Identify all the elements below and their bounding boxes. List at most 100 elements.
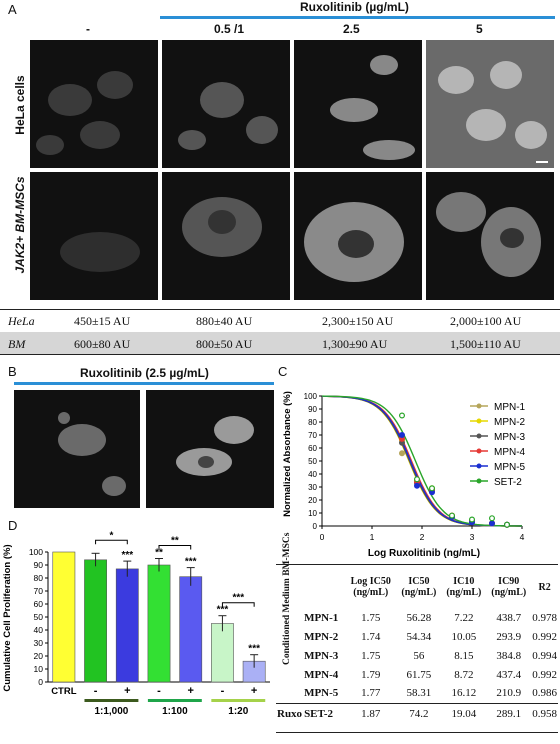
ic-cell: 293.9 — [496, 630, 522, 643]
c-legend-label: MPN-4 — [494, 447, 526, 458]
micrograph-bm-ctrl — [30, 172, 158, 300]
ic-cell: 1.75 — [361, 611, 381, 624]
c-xtick-label: 4 — [520, 532, 525, 542]
bm-val-3: 1,500±110 AU — [450, 337, 521, 351]
drug-header: Ruxolitinib (µg/mL) — [300, 0, 409, 14]
c-xtick-label: 2 — [420, 532, 425, 542]
c-ytick-label: 40 — [308, 470, 317, 479]
ic-cell: 384.8 — [496, 649, 522, 662]
c-curve-mpn-2 — [321, 395, 522, 527]
d-sig: *** — [185, 557, 197, 568]
c-legend-label: MPN-1 — [494, 402, 526, 413]
col-header-3: 5 — [476, 22, 483, 36]
c-curve-mpn-1 — [322, 395, 522, 527]
ic-cell: 7.22 — [454, 611, 474, 624]
c-point-set-2 — [398, 412, 405, 419]
c-curve-mpn-4 — [322, 395, 522, 527]
d-ytick-label: 80 — [34, 573, 44, 583]
hela-val-3: 2,000±100 AU — [450, 314, 522, 328]
ic-cell: 58.31 — [406, 687, 432, 700]
ic-head-4: R2 — [538, 581, 551, 593]
c-legend-marker — [476, 463, 482, 469]
c-legend-label: SET-2 — [494, 477, 522, 488]
c-legend-label: MPN-3 — [494, 432, 526, 443]
c-xtick-label: 0 — [320, 532, 325, 542]
d-group-bar — [147, 699, 202, 702]
d-cat-label: + — [124, 685, 130, 697]
d-group-label: 1:100 — [162, 706, 188, 717]
c-legend-label: MPN-5 — [494, 462, 526, 473]
ic-row-name: MPN-3 — [304, 649, 339, 662]
ic-table: Log IC50 (ng/mL) IC50 (ng/mL) IC10 (ng/m… — [276, 532, 558, 725]
d-ytick-label: 40 — [34, 625, 44, 635]
ic-cell: 289.1 — [496, 708, 522, 721]
chart-c-ylabel: Normalized Absorbance (%) — [282, 391, 293, 517]
panel-d-label: D — [8, 518, 18, 533]
ic-cell: 1.79 — [361, 668, 381, 681]
ic-cell: 1.75 — [361, 649, 381, 662]
chart-c-axes: 0 10 20 30 40 50 60 70 80 90 100 0 1 2 3 4 — [304, 392, 525, 542]
ic-cell: 0.978 — [532, 611, 557, 624]
ic-cell: 8.15 — [454, 649, 474, 662]
d-bar — [52, 551, 76, 683]
ic-cell: 56 — [413, 649, 425, 662]
table-row-bm-name: BM — [8, 337, 26, 351]
c-ytick-label: 20 — [308, 496, 317, 505]
panel-c-label: C — [278, 364, 288, 379]
c-point-mpn-5 — [398, 431, 405, 438]
micrograph-hela-ctrl — [30, 40, 158, 168]
d-sig: *** — [217, 605, 229, 616]
col-header-1: 0.5 /1 — [214, 22, 245, 36]
col-header-0: - — [86, 22, 90, 36]
ic-cell: 210.9 — [496, 687, 522, 700]
micrograph-b-2 — [146, 390, 274, 508]
ic-cell: 54.34 — [406, 630, 432, 643]
ic-head-2: IC10 (ng/mL) — [446, 576, 482, 598]
bm-val-0: 600±80 AU — [74, 337, 131, 351]
d-ytick-label: 0 — [38, 677, 43, 687]
row-label-hela: HeLa cells — [13, 75, 27, 135]
bm-val-1: 800±50 AU — [196, 337, 253, 351]
ic-row: MPN-5 1.77 58.31 16.12 210.9 0.986 — [276, 684, 558, 703]
ic-cell: 56.28 — [406, 611, 432, 624]
c-point-set-2 — [469, 516, 476, 523]
c-point-set-2 — [429, 485, 436, 492]
chart-c-xlabel: Log Ruxolitinib (ng/mL) — [368, 548, 480, 559]
ic-head-3: IC90 (ng/mL) — [491, 576, 527, 598]
c-ytick-label: 30 — [308, 483, 317, 492]
c-ytick-label: 80 — [308, 418, 317, 427]
proliferation-chart: Cumulative Cell Proliferation (%) 0 10 20 3… — [2, 530, 270, 717]
ic-cell: 19.04 — [451, 708, 477, 721]
c-xtick-label: 1 — [370, 532, 375, 542]
c-legend-marker — [476, 433, 482, 439]
col-header-2: 2.5 — [343, 22, 360, 36]
ic-cell: 0.992 — [532, 668, 557, 681]
ic-cell: 437.4 — [496, 668, 522, 681]
ic-row: MPN-4 1.79 61.75 8.72 437.4 0.992 — [276, 665, 558, 684]
c-curve-mpn-3 — [322, 395, 522, 527]
d-bar — [115, 568, 139, 683]
ic-row-name: MPN-4 — [304, 668, 339, 681]
chart-c-legend: MPN-1 MPN-2 MPN-3 MPN-4 MPN-5 SET-2 — [470, 402, 526, 488]
c-point-mpn-1 — [398, 450, 405, 457]
panel-b-header: Ruxolitinib (2.5 µg/mL) — [80, 366, 209, 380]
ic-row: MPN-2 1.74 54.34 10.05 293.9 0.992 — [276, 627, 558, 646]
c-point-mpn-5 — [489, 520, 496, 527]
c-xtick-label: 3 — [470, 532, 475, 542]
chart-c-curves — [321, 395, 522, 527]
micrograph-hela-05 — [162, 40, 290, 168]
c-curve-set-2 — [321, 395, 522, 527]
ic-cell: 1.87 — [361, 708, 381, 721]
d-ytick-label: 70 — [34, 586, 44, 596]
c-curve-mpn-5 — [322, 395, 522, 527]
d-ytick-label: 50 — [34, 612, 44, 622]
d-bar — [84, 559, 107, 683]
chart-d-ylabel: Cumulative Cell Proliferation (%) — [2, 544, 13, 691]
micrograph-hela-25 — [294, 40, 422, 168]
c-ytick-label: 60 — [308, 444, 317, 453]
d-bracket — [158, 545, 192, 550]
ic-cell: 61.75 — [406, 668, 432, 681]
d-cat-label: - — [157, 685, 161, 697]
ic-row-name: MPN-1 — [304, 611, 339, 624]
ic-group-label: Conditioned Medium BM-MSCs — [282, 532, 292, 666]
